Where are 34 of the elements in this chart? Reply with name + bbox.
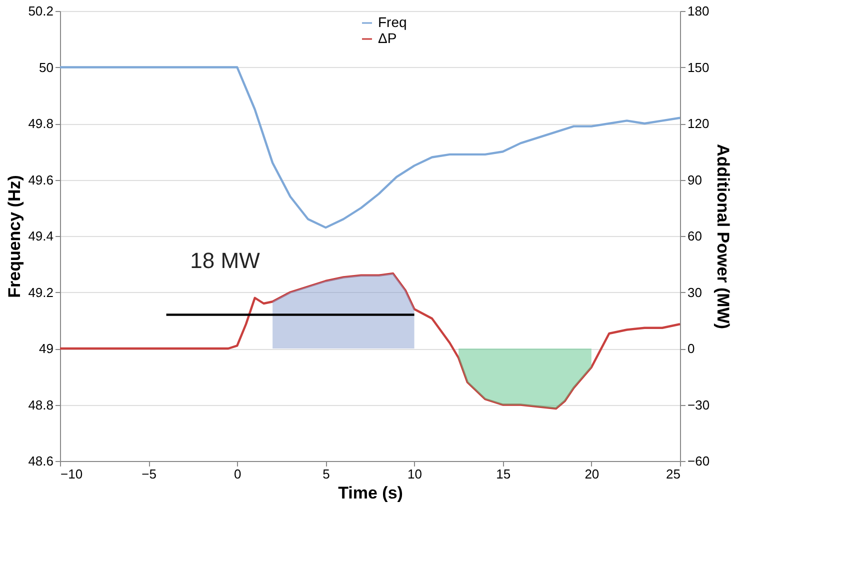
y2-tick-label: 60 (688, 228, 702, 244)
y-tick-label: 48.8 (28, 397, 54, 412)
y2-tick-label: 0 (688, 341, 695, 356)
legend-label: ΔP (378, 30, 397, 46)
x-tick-label: 20 (584, 466, 600, 482)
y2-tick-label: 30 (688, 284, 702, 300)
x-tick-label: 25 (666, 466, 680, 482)
y2-axis-title: Additional Power (MW) (714, 144, 733, 330)
x-tick-label: −5 (142, 466, 156, 482)
legend-label: Freq (378, 14, 407, 30)
y-tick-label: 48.6 (28, 454, 54, 468)
y-tick-label: 49.6 (28, 172, 54, 188)
y-tick-label: 49.8 (28, 116, 54, 131)
y2-tick-label: 120 (688, 116, 710, 131)
y-tick-label: 49.4 (28, 228, 54, 244)
y-tick-label: 49 (39, 341, 54, 356)
x-tick-label: 5 (322, 466, 330, 482)
x-tick-label: 0 (234, 466, 242, 482)
y2-tick-label: 180 (688, 4, 710, 18)
annotation: 18 MW (190, 248, 260, 273)
y-tick-label: 50.2 (28, 4, 54, 18)
y2-tick-label: −60 (688, 454, 710, 468)
y-tick-label: 50 (39, 60, 54, 75)
y2-tick-label: 150 (688, 60, 710, 75)
line-series (58, 272, 682, 410)
line-series (58, 66, 682, 229)
y2-tick-label: 90 (688, 172, 702, 188)
y2-tick-label: −30 (688, 397, 710, 412)
x-tick-label: 10 (408, 466, 422, 482)
y-axis-title: Frequency (Hz) (5, 175, 24, 298)
x-axis-title: Time (s) (338, 484, 403, 502)
x-tick-label: 15 (496, 466, 511, 482)
y-tick-label: 49.2 (28, 284, 54, 300)
x-tick-label: −10 (60, 466, 83, 482)
